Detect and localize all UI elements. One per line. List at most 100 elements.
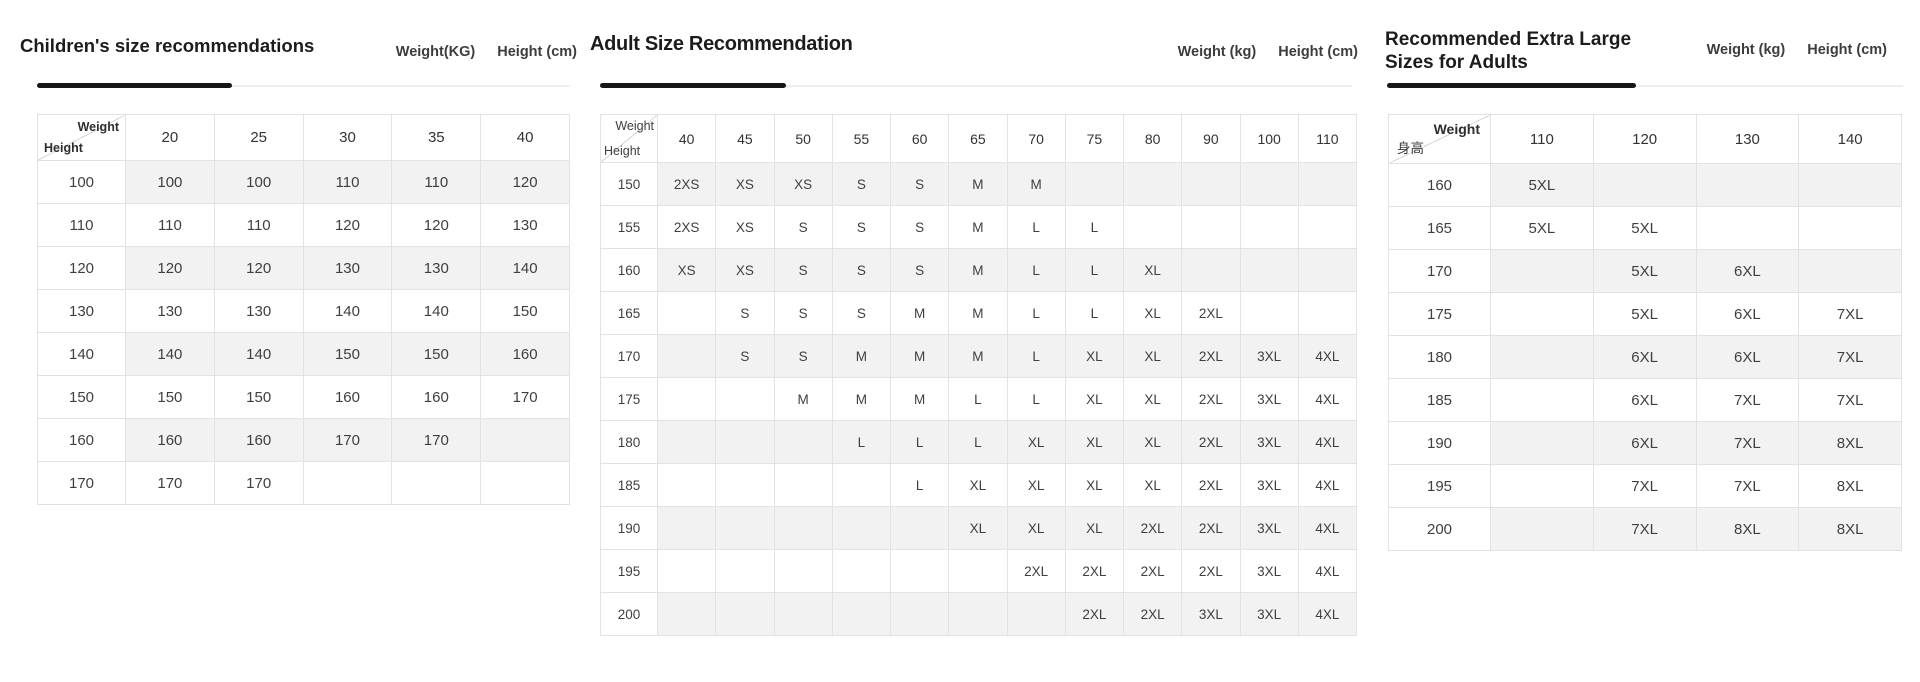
size-cell: L: [948, 377, 1008, 421]
size-cell: 120: [213, 246, 304, 290]
height-row-header: 190: [1388, 421, 1491, 465]
table-row: 160 XS XS S S S M L L XL: [600, 248, 1358, 292]
size-cell: [1297, 205, 1358, 249]
table-row: 170 5XL 6XL: [1388, 249, 1902, 293]
weight-column-header: 75: [1064, 114, 1125, 163]
height-row-header: 160: [37, 418, 126, 462]
children-section-title: Children's size recommendations: [20, 35, 315, 56]
size-cell: XS: [773, 162, 833, 206]
table-row: 130 130 130 140 140 150: [37, 289, 570, 333]
height-row-header: 180: [600, 420, 658, 464]
weight-unit-label: Weight (kg): [1706, 42, 1786, 58]
weight-column-header: 45: [715, 114, 775, 163]
size-cell: 6XL: [1695, 335, 1800, 379]
size-cell: 4XL: [1297, 506, 1358, 550]
size-cell: S: [831, 162, 892, 206]
size-cell: 7XL: [1695, 464, 1800, 508]
size-cell: XL: [1122, 420, 1183, 464]
height-row-header: 195: [600, 549, 658, 593]
size-cell: [1490, 292, 1594, 336]
size-cell: 3XL: [1239, 506, 1299, 550]
height-row-header: 175: [1388, 292, 1491, 336]
size-cell: 5XL: [1490, 163, 1594, 207]
size-cell: 120: [480, 160, 570, 204]
size-cell: 100: [213, 160, 304, 204]
size-cell: 160: [480, 332, 570, 376]
size-cell: [1006, 592, 1066, 636]
size-cell: M: [889, 377, 950, 421]
size-cell: [1297, 162, 1358, 206]
height-row-header: 200: [1388, 507, 1491, 551]
size-cell: 7XL: [1798, 335, 1902, 379]
size-cell: 170: [302, 418, 393, 462]
size-cell: [948, 549, 1008, 593]
size-cell: M: [773, 377, 833, 421]
size-cell: 150: [213, 375, 304, 419]
size-cell: S: [715, 334, 775, 378]
size-cell: 6XL: [1592, 421, 1697, 465]
size-cell: 150: [480, 289, 570, 333]
size-cell: 8XL: [1798, 507, 1902, 551]
size-cell: 4XL: [1297, 592, 1358, 636]
weight-column-header: 65: [948, 114, 1008, 163]
size-cell: [715, 549, 775, 593]
height-row-header: 165: [600, 291, 658, 335]
size-cell: [773, 592, 833, 636]
size-cell: 7XL: [1695, 421, 1800, 465]
table-header: Weight 身高 110 120 130 140: [1388, 114, 1902, 164]
weight-column-header: 120: [1592, 114, 1697, 164]
height-row-header: 190: [600, 506, 658, 550]
size-cell: 140: [480, 246, 570, 290]
size-cell: [1798, 249, 1902, 293]
height-row-header: 180: [1388, 335, 1491, 379]
adult-section-header: Adult Size Recommendation Weight (kg) He…: [590, 28, 1362, 83]
size-cell: M: [948, 291, 1008, 335]
size-cell: [1239, 291, 1299, 335]
table-row: 100 100 100 110 110 120: [37, 160, 570, 204]
size-cell: [1297, 291, 1358, 335]
table-row: 190 6XL 7XL 8XL: [1388, 421, 1902, 465]
size-cell: [715, 506, 775, 550]
size-cell: [656, 592, 717, 636]
extra-large-size-table: Weight 身高 110 120 130 140 160 5XL 165 5XL 5XL 170 5X…: [1388, 114, 1902, 551]
size-cell: [1181, 248, 1241, 292]
size-cell: 3XL: [1239, 334, 1299, 378]
size-cell: 110: [391, 160, 482, 204]
size-cell: L: [889, 463, 950, 507]
weight-column-header: 130: [1695, 114, 1800, 164]
weight-column-header: 60: [889, 114, 950, 163]
size-cell: 110: [125, 203, 215, 247]
header-row: Weight Height 20 25 30 35 40: [37, 114, 570, 161]
size-cell: [831, 506, 892, 550]
header-row: Weight 身高 110 120 130 140: [1388, 114, 1902, 164]
size-cell: [773, 420, 833, 464]
size-cell: [948, 592, 1008, 636]
size-cell: [656, 291, 717, 335]
title-underline-accent: [600, 83, 786, 88]
corner-height-label: Height: [604, 144, 641, 158]
size-cell: L: [1006, 205, 1066, 249]
size-cell: 2XL: [1122, 506, 1183, 550]
size-cell: [715, 377, 775, 421]
size-cell: [1798, 206, 1902, 250]
size-cell: XL: [1122, 291, 1183, 335]
size-cell: 4XL: [1297, 420, 1358, 464]
size-cell: [1297, 248, 1358, 292]
table-row: 120 120 120 130 130 140: [37, 246, 570, 290]
table-row: 175 5XL 6XL 7XL: [1388, 292, 1902, 336]
weight-column-header: 110: [1490, 114, 1594, 164]
size-cell: [1239, 205, 1299, 249]
table-row: 160 160 160 170 170: [37, 418, 570, 462]
size-cell: 8XL: [1798, 421, 1902, 465]
size-cell: 170: [125, 461, 215, 505]
size-cell: 3XL: [1239, 592, 1299, 636]
size-cell: 3XL: [1239, 549, 1299, 593]
size-cell: 7XL: [1798, 378, 1902, 422]
size-cell: 5XL: [1490, 206, 1594, 250]
size-cell: [1490, 335, 1594, 379]
table-row: 165 S S S M M L L XL 2XL: [600, 291, 1358, 335]
size-cell: [889, 549, 950, 593]
size-cell: S: [831, 291, 892, 335]
weight-column-header: 40: [656, 114, 717, 163]
weight-unit-label: Weight (kg): [1177, 44, 1257, 60]
